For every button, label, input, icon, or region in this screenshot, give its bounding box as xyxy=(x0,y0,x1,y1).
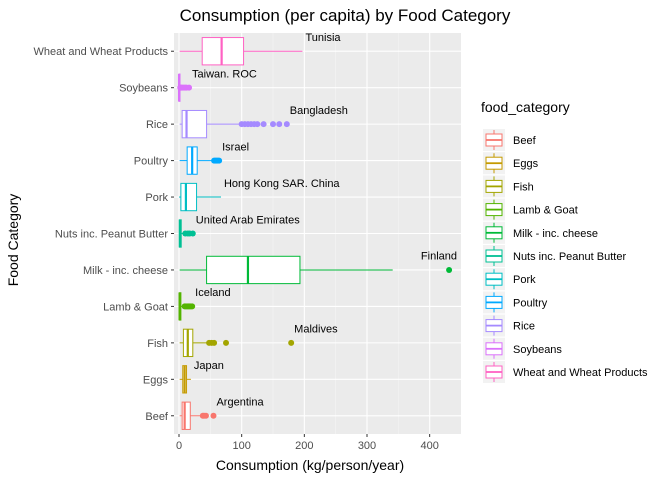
outlier-point xyxy=(223,339,230,346)
outlier-point xyxy=(283,121,290,128)
legend-label: Wheat and Wheat Products xyxy=(513,367,648,379)
outlier-point xyxy=(288,339,295,346)
y-tick-label: Nuts inc. Peanut Butter xyxy=(55,229,168,241)
outlier-point xyxy=(254,121,261,128)
box-rice xyxy=(179,109,290,139)
outlier-point xyxy=(260,121,267,128)
y-tick-label: Milk - inc. cheese xyxy=(83,265,168,277)
box-fish xyxy=(179,328,295,358)
outlier-point xyxy=(186,84,193,91)
outlier-point xyxy=(276,121,283,128)
box-eggs xyxy=(179,365,191,394)
legend-label: Fish xyxy=(513,181,534,193)
y-tick-label: Lamb & Goat xyxy=(103,301,168,313)
legend-item: Soybeans xyxy=(483,337,562,360)
legend-label: Lamb & Goat xyxy=(513,205,578,217)
legend-item: Beef xyxy=(483,129,537,151)
outlier-point xyxy=(189,230,196,237)
outlier-point xyxy=(210,412,217,419)
y-tick-label: Soybeans xyxy=(119,83,168,95)
outlier-point xyxy=(270,121,277,128)
x-tick-label: 400 xyxy=(420,440,438,452)
legend-item: Eggs xyxy=(483,152,539,175)
outlier-country-label: Israel xyxy=(222,141,249,153)
x-tick-label: 200 xyxy=(295,440,313,452)
box-iqr xyxy=(181,401,191,430)
outlier-point xyxy=(216,157,223,164)
legend-label: Rice xyxy=(513,321,535,333)
legend-label: Soybeans xyxy=(513,344,562,356)
outlier-country-label: Finland xyxy=(421,251,457,263)
outlier-country-label: Tunisia xyxy=(305,32,341,44)
legend-item: Nuts inc. Peanut Butter xyxy=(483,245,626,267)
box-wheat-and-wheat-products xyxy=(179,37,303,66)
legend-label: Eggs xyxy=(513,158,539,170)
y-tick-label: Poultry xyxy=(134,156,169,168)
box-poultry xyxy=(179,146,223,175)
y-tick-label: Beef xyxy=(145,411,169,423)
outlier-country-label: Argentina xyxy=(216,397,264,409)
y-tick-label: Wheat and Wheat Products xyxy=(33,46,168,58)
box-milk-inc-cheese xyxy=(179,255,453,285)
outlier-country-label: United Arab Emirates xyxy=(196,214,300,226)
legend-item: Fish xyxy=(483,175,534,198)
outlier-point xyxy=(446,266,453,273)
outlier-country-label: Japan xyxy=(194,360,224,372)
outlier-country-label: Bangladesh xyxy=(290,105,348,117)
legend-item: Poultry xyxy=(483,291,548,314)
chart-title: Consumption (per capita) by Food Categor… xyxy=(180,6,511,25)
legend-item: Pork xyxy=(483,268,536,291)
y-tick-label: Pork xyxy=(145,192,168,204)
box-lamb-goat xyxy=(178,292,196,321)
outlier-point xyxy=(211,339,218,346)
outlier-country-label: Iceland xyxy=(195,287,230,299)
legend-item: Milk - inc. cheese xyxy=(483,221,598,244)
y-axis-label: Food Category xyxy=(5,194,21,287)
y-tick-label: Fish xyxy=(147,338,168,350)
legend-label: Poultry xyxy=(513,297,548,309)
legend-label: Milk - inc. cheese xyxy=(513,228,598,240)
x-axis-label: Consumption (kg/person/year) xyxy=(216,457,404,473)
box-beef xyxy=(179,401,217,430)
y-tick-label: Rice xyxy=(146,119,168,131)
legend-label: Nuts inc. Peanut Butter xyxy=(513,251,626,263)
box-iqr xyxy=(201,37,245,66)
outlier-point xyxy=(202,412,209,419)
legend-title: food_category xyxy=(481,99,570,115)
outlier-country-label: Taiwan. ROC xyxy=(192,68,257,80)
outlier-country-label: Hong Kong SAR. China xyxy=(224,178,340,190)
box-iqr xyxy=(180,182,198,212)
x-tick-label: 100 xyxy=(232,440,250,452)
legend-item: Rice xyxy=(483,314,535,337)
box-pork xyxy=(179,182,221,212)
box-nuts-inc-peanut-butter xyxy=(178,219,196,248)
legend-label: Pork xyxy=(513,274,536,286)
x-tick-label: 0 xyxy=(176,440,182,452)
legend-item: Wheat and Wheat Products xyxy=(483,361,648,383)
outlier-point xyxy=(189,303,196,310)
legend: food_category Beef Eggs Fish Lamb & Goat Milk… xyxy=(481,99,648,383)
x-tick-label: 300 xyxy=(358,440,376,452)
outlier-country-label: Maldives xyxy=(294,324,338,336)
legend-label: Beef xyxy=(513,135,537,147)
y-tick-label: Eggs xyxy=(143,374,169,386)
box-soybeans xyxy=(177,73,193,102)
box-iqr xyxy=(206,255,301,285)
legend-item: Lamb & Goat xyxy=(483,198,578,221)
plot-panel: Tunisia Taiwan. ROC Bangladesh Israel Hong K… xyxy=(174,32,461,434)
